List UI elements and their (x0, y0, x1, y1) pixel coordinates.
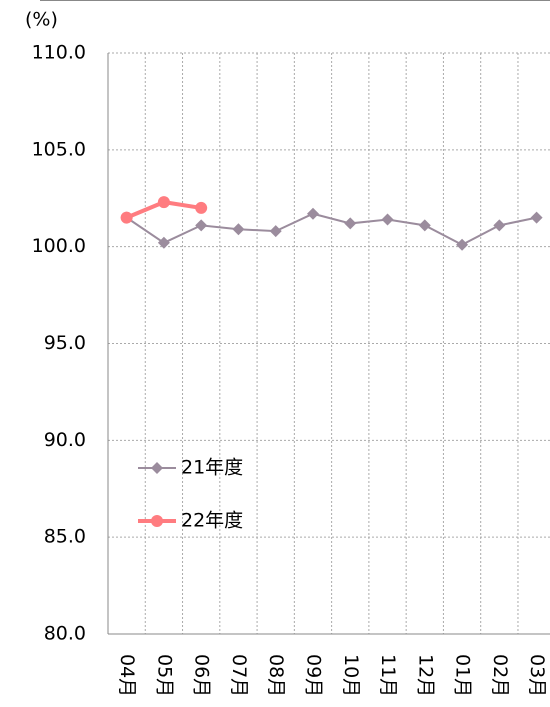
y-tick-label: 105.0 (32, 138, 86, 160)
legend-marker (151, 462, 163, 474)
legend-label: 21年度 (181, 457, 243, 479)
y-tick-label: 90.0 (44, 429, 86, 451)
x-tick-label: 07月 (228, 654, 250, 697)
legend-label: 22年度 (181, 510, 243, 532)
y-tick-label: 85.0 (44, 526, 86, 548)
point (418, 219, 431, 232)
legend-marker (151, 515, 163, 527)
x-tick-label: 06月 (191, 654, 213, 697)
x-tick-label: 03月 (526, 654, 548, 697)
x-tick-label: 01月 (452, 654, 474, 697)
point (232, 223, 245, 236)
x-tick-label: 08月 (265, 654, 287, 697)
x-tick-label: 12月 (414, 654, 436, 697)
y-tick-label: 110.0 (32, 42, 86, 64)
point (195, 219, 208, 232)
y-tick-label: 80.0 (44, 623, 86, 645)
y-tick-label: 100.0 (32, 235, 86, 257)
y-tick-label: 95.0 (44, 332, 86, 354)
point (195, 201, 208, 214)
point (157, 196, 170, 209)
point (120, 211, 133, 224)
x-tick-label: 10月 (340, 654, 362, 697)
x-tick-label: 11月 (377, 654, 399, 697)
x-tick-label: 05月 (153, 654, 175, 697)
x-tick-label: 04月 (116, 654, 138, 697)
point (493, 219, 506, 232)
x-tick-label: 02月 (489, 654, 511, 697)
point (306, 207, 319, 220)
y-unit-label: (%) (25, 9, 58, 31)
point (381, 213, 394, 226)
point (269, 225, 282, 238)
x-tick-label: 09月 (302, 654, 324, 697)
point (530, 211, 543, 224)
point (456, 238, 469, 251)
series-line (126, 212, 537, 246)
point (344, 217, 357, 230)
point (157, 236, 170, 249)
